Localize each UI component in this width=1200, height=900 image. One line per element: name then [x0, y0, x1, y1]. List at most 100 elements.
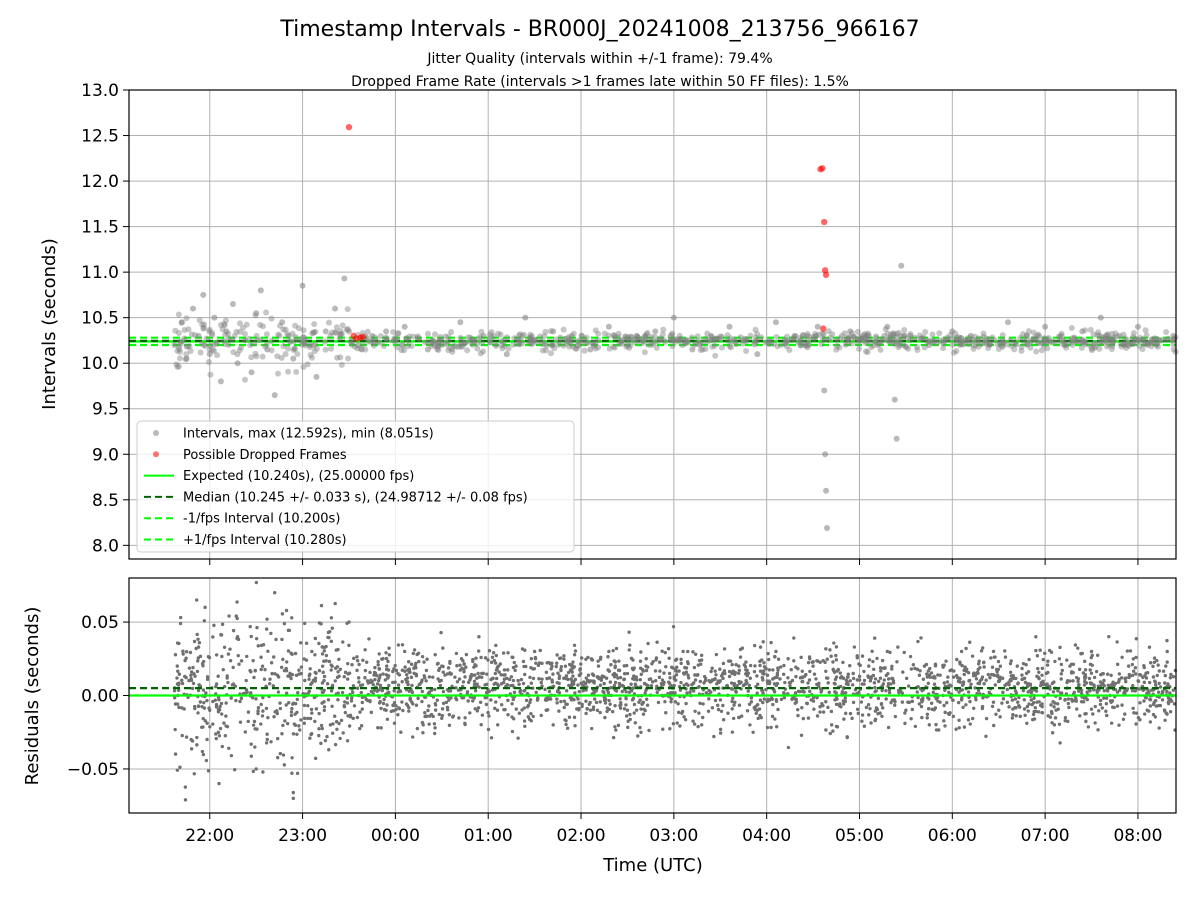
residual-point	[378, 673, 382, 677]
residual-point	[904, 676, 909, 681]
interval-point	[467, 338, 474, 345]
interval-point	[264, 346, 271, 353]
residual-point	[406, 660, 411, 664]
residual-point	[571, 674, 575, 678]
residual-point	[843, 696, 848, 700]
interval-point	[211, 314, 218, 321]
residual-point	[187, 666, 192, 670]
residual-point	[1107, 634, 1111, 639]
interval-point	[539, 338, 546, 345]
residual-point	[684, 670, 689, 674]
residuals-panel: −0.050.000.05 22:00 23:00 00:00 01:00 02:00 0…	[22, 577, 1178, 876]
residual-point	[1024, 663, 1028, 667]
residual-point	[709, 669, 713, 674]
interval-point	[855, 340, 862, 347]
interval-point	[926, 338, 933, 345]
interval-point	[445, 333, 452, 340]
residual-point	[1152, 700, 1156, 705]
residual-point	[755, 691, 759, 695]
interval-point	[956, 341, 963, 348]
residual-point	[845, 735, 849, 739]
residual-point	[338, 667, 343, 672]
interval-point	[1123, 345, 1130, 352]
interval-point	[311, 321, 318, 328]
residual-point	[359, 723, 364, 728]
residual-point	[256, 711, 260, 716]
residual-point	[187, 678, 191, 683]
interval-point	[895, 344, 902, 351]
residual-point	[400, 643, 405, 647]
interval-point	[589, 339, 596, 346]
residual-point	[671, 624, 676, 629]
residual-point	[520, 708, 524, 712]
interval-point	[424, 330, 431, 337]
residual-point	[815, 682, 819, 687]
residual-point	[420, 689, 424, 694]
residual-point	[340, 690, 345, 695]
residual-point	[412, 666, 416, 670]
interval-point	[660, 336, 667, 343]
residual-point	[979, 677, 984, 681]
interval-point	[958, 341, 965, 348]
residual-point	[1156, 663, 1160, 667]
residual-point	[639, 730, 643, 734]
residual-point	[1020, 673, 1024, 677]
residual-point	[726, 711, 730, 715]
residual-point	[988, 676, 992, 680]
residual-point	[693, 678, 698, 682]
residual-point	[1085, 697, 1089, 702]
residual-point	[655, 640, 659, 644]
residual-point	[302, 721, 306, 725]
interval-point	[574, 338, 581, 345]
residual-point	[319, 741, 323, 746]
residual-point	[1059, 672, 1064, 676]
residual-point	[599, 675, 604, 680]
residual-point	[943, 688, 947, 693]
interval-point	[907, 337, 914, 344]
residual-point	[762, 665, 767, 669]
residual-point	[834, 653, 838, 658]
residual-point	[851, 676, 856, 681]
interval-point	[268, 315, 275, 322]
residual-point	[539, 680, 543, 685]
interval-point	[1151, 335, 1158, 342]
interval-point	[1026, 339, 1033, 346]
interval-point	[786, 346, 793, 353]
residual-point	[1153, 715, 1158, 719]
interval-point	[783, 339, 790, 346]
interval-point	[275, 370, 282, 377]
dropped-frame-point	[820, 325, 827, 332]
residual-point	[346, 661, 350, 666]
residual-point	[569, 684, 574, 688]
residual-point	[472, 682, 477, 687]
legend-label: Possible Dropped Frames	[183, 448, 347, 463]
interval-point	[574, 343, 581, 350]
interval-point	[743, 338, 750, 345]
interval-point	[965, 334, 972, 341]
residual-point	[196, 659, 200, 663]
residual-point	[201, 688, 206, 692]
residual-point	[1060, 668, 1065, 673]
residual-point	[205, 677, 210, 682]
interval-point	[300, 334, 307, 341]
interval-point	[901, 332, 908, 339]
interval-point	[1023, 332, 1030, 339]
interval-point	[434, 342, 441, 349]
interval-point	[1053, 340, 1060, 347]
residual-point	[567, 715, 572, 719]
interval-point	[394, 330, 401, 337]
residual-point	[1098, 698, 1103, 703]
interval-point	[667, 333, 674, 340]
residual-point	[363, 648, 367, 652]
y-tick-label: 12.5	[81, 127, 119, 147]
residual-point	[628, 712, 632, 717]
residual-point	[1090, 663, 1094, 667]
residual-point	[397, 688, 402, 693]
interval-point	[778, 341, 785, 348]
residual-point	[329, 639, 334, 644]
interval-point	[936, 337, 943, 344]
residual-point	[786, 745, 791, 750]
interval-point	[692, 340, 699, 347]
residual-point	[829, 654, 833, 658]
